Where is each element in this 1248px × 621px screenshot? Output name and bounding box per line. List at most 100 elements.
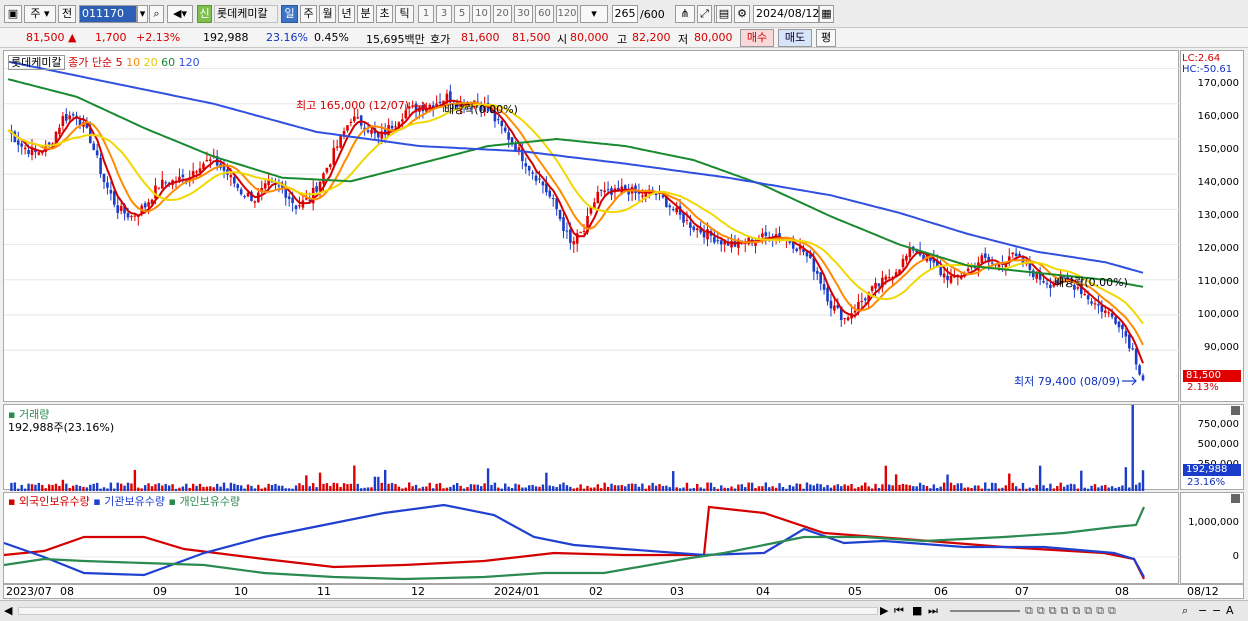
period-tick[interactable]: 틱 <box>395 5 414 23</box>
volume-bar <box>1011 482 1014 491</box>
candle-body <box>47 142 51 145</box>
period-year[interactable]: 년 <box>338 5 355 23</box>
interval-dropdown[interactable]: ▾ <box>580 5 608 23</box>
candle-body <box>435 103 438 108</box>
holding-panel[interactable]: ▪ 외국인보유수량 ▪ 기관보유수량 ▪ 개인보유수량 <box>3 492 1180 585</box>
candle-body <box>593 202 596 209</box>
candle-body <box>935 260 939 268</box>
volume-bar <box>1056 486 1059 491</box>
candle-body <box>637 191 641 194</box>
volume-bar <box>325 483 329 491</box>
volume-bar <box>219 486 222 491</box>
candle-body <box>154 185 157 199</box>
volume-bar <box>990 482 994 491</box>
view-tools-icon[interactable]: ⧉⧉⧉⧉⧉⧉⧉⧉ <box>1025 604 1120 617</box>
buy-button[interactable]: 매수 <box>740 29 774 47</box>
volume-bar <box>600 488 603 491</box>
candle-body <box>397 122 401 129</box>
volume-bar <box>785 488 788 491</box>
volume-bar <box>260 488 263 491</box>
current-price-tag: 81,500 <box>1183 370 1241 382</box>
chart-type-icon[interactable]: ⋔ <box>675 5 695 23</box>
prev-button[interactable]: 전 <box>58 5 76 23</box>
ask1: 81,600 <box>461 31 500 44</box>
window-menu-icon[interactable]: ▣ <box>4 5 22 23</box>
rewind-icon[interactable]: ⏮ <box>894 604 904 617</box>
candle-body <box>490 110 493 113</box>
candle-body <box>503 127 507 132</box>
candle-body <box>229 175 233 178</box>
period-second[interactable]: 초 <box>376 5 393 23</box>
x-axis: 2023/07 08 09 10 11 12 2024/01 02 03 04 … <box>3 584 1244 599</box>
candle-body <box>1028 259 1032 270</box>
volume-bar <box>71 485 75 491</box>
volume-panel[interactable]: ▪ 거래량 192,988주(23.16%) <box>3 403 1180 491</box>
volume-bar <box>65 483 68 491</box>
candle-body <box>349 121 353 123</box>
candle-body <box>1018 253 1021 256</box>
volume-chart[interactable] <box>4 403 1180 491</box>
interval-30[interactable]: 30 <box>514 5 533 23</box>
volume-bar <box>572 488 575 491</box>
price-chart[interactable] <box>4 51 1180 403</box>
code-dropdown-icon[interactable]: ▾ <box>137 5 148 23</box>
forward-icon[interactable]: ⏭ <box>928 604 938 617</box>
draw-tool-icon[interactable]: ⤢ <box>697 5 712 23</box>
speaker-icon[interactable]: ◀▾ <box>167 5 193 23</box>
candle-body <box>13 131 17 143</box>
candle-body <box>195 171 198 173</box>
candle-body <box>325 167 329 173</box>
calendar-icon[interactable]: ▦ <box>819 5 834 23</box>
period-month[interactable]: 월 <box>319 5 336 23</box>
volume-bar <box>469 484 473 491</box>
price-panel[interactable]: 롯데케미칼 종가 단순 5 10 20 60 120 최고 165,000 (1… <box>3 50 1180 403</box>
volume-bar <box>665 485 668 491</box>
volume-bar <box>390 482 394 491</box>
volume-bar <box>188 487 191 491</box>
candle-body <box>764 232 768 236</box>
ask2: 81,500 <box>512 31 551 44</box>
date-input[interactable]: 2024/08/12 <box>753 5 819 23</box>
collapse-icon[interactable] <box>1231 494 1240 503</box>
eval-button[interactable]: 평 <box>816 29 836 47</box>
interval-120[interactable]: 120 <box>556 5 578 23</box>
scroll-right-icon[interactable]: ▶ <box>880 604 889 617</box>
main-toolbar: ▣ 주 ▾ 전 011170 ▾ ⌕ ◀▾ 신 롯데케미칼 일 주 월 년 분 … <box>0 0 1248 28</box>
ma10-line <box>7 101 1144 346</box>
period-week[interactable]: 주 <box>300 5 317 23</box>
candle-body <box>205 159 209 162</box>
candle-body <box>829 300 833 309</box>
holding-chart[interactable] <box>3 493 1180 585</box>
zoom-slider[interactable] <box>950 610 1020 612</box>
search-icon[interactable]: ⌕ <box>149 5 164 23</box>
sell-button[interactable]: 매도 <box>778 29 812 47</box>
candle-body <box>730 241 733 248</box>
interval-60[interactable]: 60 <box>535 5 554 23</box>
dash-icon[interactable]: − <box>1212 604 1222 617</box>
candle-body <box>250 191 253 201</box>
market-select[interactable]: 주 ▾ <box>24 5 56 23</box>
text-tool-icon[interactable]: A <box>1226 604 1234 617</box>
volume-bar <box>480 486 483 491</box>
volume-bar <box>689 488 692 491</box>
save-icon[interactable]: ▤ <box>716 5 732 23</box>
interval-3[interactable]: 3 <box>436 5 452 23</box>
interval-1[interactable]: 1 <box>418 5 434 23</box>
period-minute[interactable]: 분 <box>357 5 374 23</box>
count-input[interactable]: 265 <box>612 5 638 23</box>
zoom-icon[interactable]: ⌕ <box>1182 604 1189 617</box>
horizontal-scrollbar[interactable] <box>18 607 878 615</box>
minus-icon[interactable]: − <box>1198 604 1208 617</box>
scroll-left-icon[interactable]: ◀ <box>4 604 13 617</box>
period-day[interactable]: 일 <box>281 5 298 23</box>
interval-20[interactable]: 20 <box>493 5 512 23</box>
interval-5[interactable]: 5 <box>454 5 470 23</box>
stock-code-input[interactable]: 011170 <box>79 5 137 23</box>
volume-bar <box>270 485 274 491</box>
collapse-icon[interactable] <box>1231 406 1240 415</box>
volume-bar <box>34 484 37 491</box>
interval-10[interactable]: 10 <box>472 5 491 23</box>
gear-icon[interactable]: ⚙ <box>734 5 750 23</box>
candle-body <box>329 164 332 168</box>
stop-icon[interactable]: ■ <box>912 604 923 617</box>
